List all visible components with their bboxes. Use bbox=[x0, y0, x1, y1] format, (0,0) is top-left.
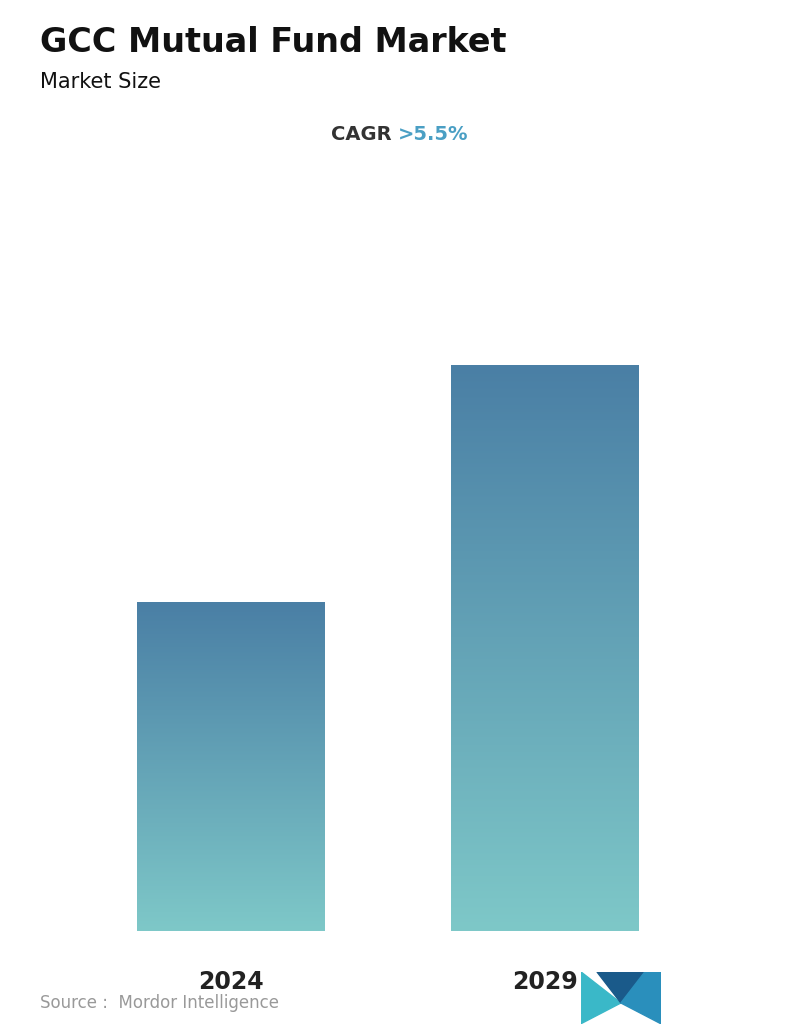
Text: Market Size: Market Size bbox=[40, 72, 161, 92]
Text: 2024: 2024 bbox=[198, 970, 263, 995]
Polygon shape bbox=[597, 972, 645, 1003]
Text: CAGR: CAGR bbox=[330, 125, 398, 144]
Text: 2029: 2029 bbox=[512, 970, 578, 995]
Polygon shape bbox=[581, 972, 621, 1024]
Text: >5.5%: >5.5% bbox=[398, 125, 469, 144]
Text: GCC Mutual Fund Market: GCC Mutual Fund Market bbox=[40, 26, 506, 59]
Text: Source :  Mordor Intelligence: Source : Mordor Intelligence bbox=[40, 994, 279, 1012]
Polygon shape bbox=[621, 972, 661, 1024]
